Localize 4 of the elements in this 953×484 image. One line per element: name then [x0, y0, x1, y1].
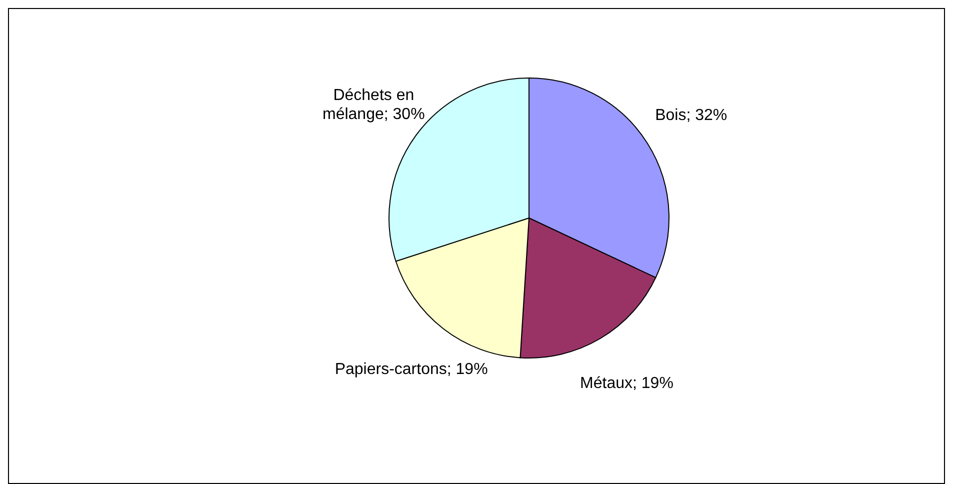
slice-label: Papiers-cartons; 19% — [334, 360, 488, 380]
slice-label: Métaux; 19% — [580, 374, 674, 393]
slice-label: Bois; 32% — [655, 106, 728, 125]
slice-label: Déchets en mélange; 30% — [322, 86, 426, 124]
